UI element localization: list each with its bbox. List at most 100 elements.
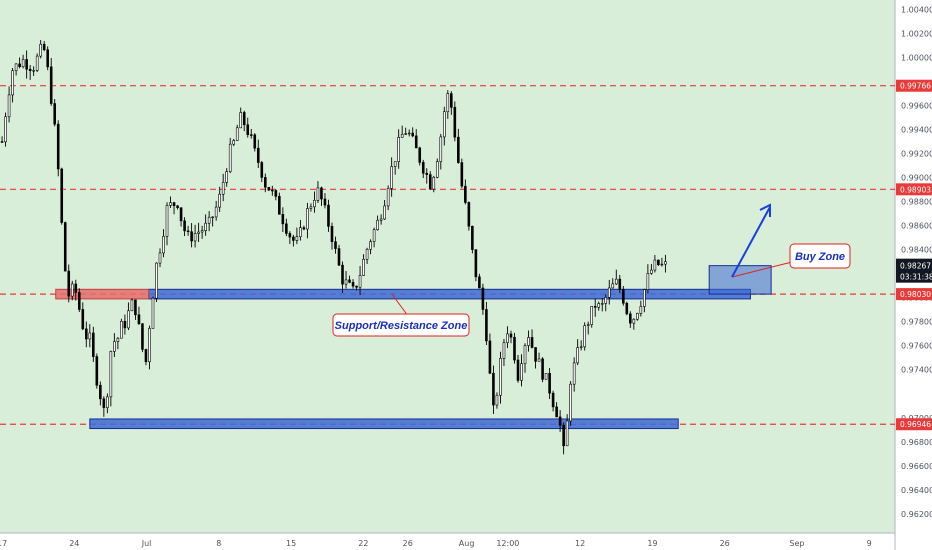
candle-body — [285, 223, 288, 234]
price-tick-label: 1.00200 — [901, 30, 932, 39]
candle-body — [309, 206, 313, 209]
candle-body — [39, 43, 42, 57]
candle-body — [200, 230, 204, 233]
price-tick-label: 0.96400 — [901, 486, 932, 495]
candle-body — [590, 306, 594, 325]
candle-body — [414, 135, 418, 149]
candle-body — [607, 287, 611, 298]
candle-body — [660, 263, 664, 266]
support-resistance-zone[interactable] — [148, 288, 751, 300]
candle-body — [632, 318, 636, 324]
candle-body — [562, 424, 565, 447]
candle-body — [228, 143, 232, 172]
candle-body — [74, 283, 78, 293]
candle-body — [134, 299, 137, 316]
candle-body — [32, 70, 35, 72]
candle-body — [99, 384, 102, 400]
candle-body — [407, 132, 411, 135]
candle-body — [643, 289, 646, 307]
candle-body — [42, 43, 46, 51]
candle-body — [53, 103, 57, 125]
candle-body — [316, 187, 320, 201]
candle-body — [527, 337, 530, 346]
candle-body — [330, 226, 334, 242]
candle-body — [565, 420, 569, 447]
level-price-tag — [896, 183, 932, 196]
candle-body — [348, 279, 351, 283]
candle-body — [639, 306, 643, 314]
candle-body — [432, 176, 436, 190]
candle-body — [214, 206, 218, 218]
time-tick-label: 26 — [720, 539, 730, 548]
current-price-tag — [896, 258, 932, 283]
candle-body — [464, 185, 467, 203]
candle-body — [11, 70, 14, 96]
price-tick-label: 1.00000 — [901, 54, 932, 63]
candle-body — [190, 231, 193, 242]
candle-body — [421, 162, 425, 174]
candle-body — [555, 406, 558, 418]
time-tick-label: 19 — [647, 539, 657, 548]
candle-body — [337, 248, 341, 266]
candle-body — [604, 297, 608, 304]
sr-callout-box[interactable] — [332, 313, 470, 337]
candle-body — [586, 324, 590, 326]
candle-body — [442, 111, 446, 138]
candle-body — [551, 392, 555, 408]
candle-body — [56, 123, 60, 170]
sr-callout-text: Support/Resistance Zone — [335, 320, 468, 332]
candle-body — [541, 358, 544, 380]
candle-body — [77, 292, 81, 310]
candle-body — [534, 347, 537, 362]
candle-body — [618, 278, 622, 290]
buy-callout-box[interactable] — [789, 243, 851, 269]
time-tick-label: 9 — [867, 539, 872, 548]
candle-body — [7, 94, 11, 118]
candle-body — [435, 161, 439, 178]
time-axis[interactable] — [0, 533, 895, 550]
candle-body — [418, 147, 422, 163]
candle-body — [428, 174, 432, 190]
price-tick-label: 0.97400 — [901, 366, 932, 375]
candle-body — [492, 372, 495, 406]
candle-body — [334, 241, 337, 249]
candle-body — [84, 328, 88, 340]
candle-body — [169, 202, 172, 206]
candle-body — [204, 222, 207, 231]
candle-body — [344, 279, 348, 285]
candle-body — [390, 166, 393, 189]
candle-body — [127, 310, 130, 329]
candle-body — [21, 59, 25, 68]
candle-body — [148, 328, 151, 363]
buy-arrow-head-icon — [759, 203, 771, 217]
candle-body — [102, 398, 106, 408]
candle-body — [278, 196, 281, 215]
buy-zone-zone[interactable] — [708, 265, 772, 295]
candle-body — [369, 241, 372, 250]
candle-body — [144, 349, 148, 363]
candle-body — [520, 363, 523, 381]
candle-body — [548, 373, 551, 394]
candle-body — [351, 282, 355, 287]
candle-body — [572, 362, 576, 385]
candle-body — [130, 299, 134, 312]
candle-body — [46, 49, 49, 68]
candle-body — [495, 394, 499, 406]
support-resistance-past-zone[interactable] — [55, 288, 150, 300]
candle-body — [271, 189, 274, 192]
price-tick-label: 0.97600 — [901, 342, 932, 351]
candle-body — [239, 112, 243, 129]
candle-body — [502, 342, 506, 359]
price-tick-label: 0.98800 — [901, 198, 932, 207]
price-tick-label: 0.96600 — [901, 462, 932, 471]
candle-body — [218, 193, 221, 208]
time-tick-label: 26 — [403, 539, 413, 548]
candle-body — [106, 396, 109, 408]
candle-body — [92, 332, 95, 357]
price-tick-label: 0.96800 — [901, 438, 932, 447]
candle-body — [467, 202, 471, 227]
bottom-support-zone[interactable] — [89, 418, 679, 430]
candle-body — [471, 225, 474, 250]
candle-body — [295, 236, 299, 241]
